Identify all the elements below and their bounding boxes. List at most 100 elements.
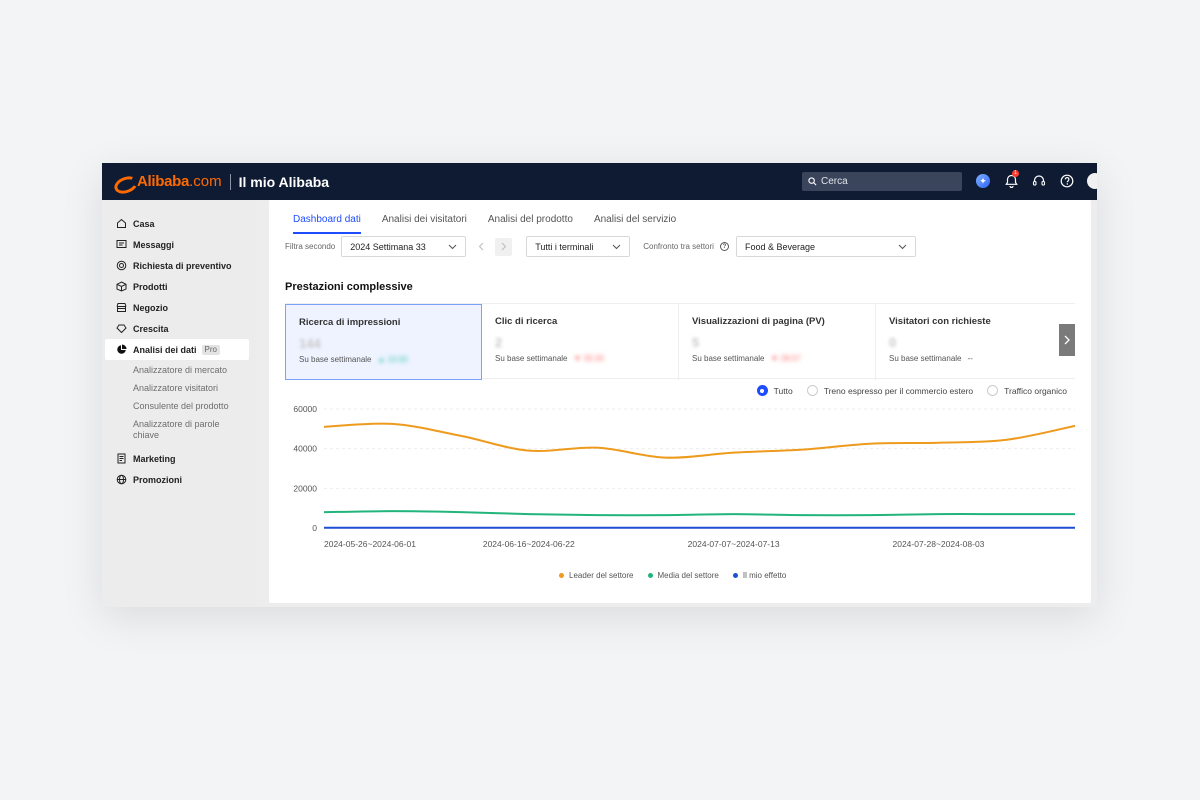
x-tick-label: 2024-07-07~2024-07-13 [688, 539, 780, 549]
app-title[interactable]: Il mio Alibaba [238, 173, 330, 190]
sidebar-subitem-parole-chiave[interactable]: Analizzatore di parole chiave [133, 419, 220, 440]
search-input[interactable] [821, 176, 951, 187]
card-value: 5 [692, 335, 700, 350]
sidebar-item-casa[interactable]: Casa [102, 213, 257, 234]
metric-card-visitatori[interactable]: Visitatori con richieste 0 Su base setti… [876, 304, 1073, 380]
alibaba-logo-icon [114, 175, 134, 189]
headset-icon [1032, 175, 1046, 186]
radio-dot[interactable] [987, 385, 999, 396]
radio-dot[interactable] [756, 385, 768, 396]
radio-treno-espresso[interactable]: Treno espresso per il commercio estero [806, 385, 974, 396]
alibaba-logo[interactable]: Alibaba .com [114, 163, 222, 200]
tab-analisi-servizio[interactable]: Analisi del servizio [593, 214, 677, 225]
metric-card-clic[interactable]: Clic di ricerca 2 Su base settimanale ▼ 3… [482, 304, 679, 380]
sidebar-subitem-consulente[interactable]: Consulente del prodotto [133, 401, 229, 411]
avatar[interactable] [1087, 173, 1097, 189]
sidebar-subitem-mercato[interactable]: Analizzatore di mercato [133, 365, 228, 375]
sidebar-item-negozio[interactable]: Negozio [102, 297, 257, 318]
sidebar-item-preventivo[interactable]: Richiesta di preventivo [102, 255, 257, 276]
box-icon [116, 281, 127, 292]
logo-divider [229, 173, 231, 190]
legend-item[interactable]: Media del settore [647, 571, 719, 580]
chevron-right-icon [1064, 335, 1070, 345]
radio-traffico-organico[interactable]: Traffico organico [987, 385, 1067, 396]
home-icon [116, 218, 127, 229]
tab-analisi-visitatori[interactable]: Analisi dei visitatori [381, 214, 467, 225]
main-panel: Dashboard dati Analisi dei visitatori An… [269, 200, 1091, 603]
sidebar-item-label: Negozio [133, 302, 168, 313]
next-week-button[interactable] [495, 237, 513, 256]
prev-week-button[interactable] [472, 238, 489, 256]
support-button[interactable] [1030, 172, 1048, 190]
chevron-down-icon [898, 244, 907, 249]
sidebar: Casa Messaggi Richiesta di preventivo Pr… [102, 200, 257, 607]
sidebar-item-promozioni[interactable]: Promozioni [102, 469, 257, 490]
terminals-select[interactable]: Tutti i terminali [526, 236, 631, 257]
legend-dot-icon [647, 573, 653, 578]
legend-dot-icon [732, 573, 738, 578]
metric-cards: Ricerca di impressioni 144 Su base setti… [285, 303, 1075, 380]
search-box[interactable] [802, 172, 962, 191]
card-delta: ▼ 28.57 [770, 354, 801, 363]
sidebar-item-crescita[interactable]: Crescita [102, 318, 257, 339]
sector-select[interactable]: Food & Beverage [735, 236, 916, 257]
card-title: Visualizzazioni di pagina (PV) [692, 316, 825, 327]
card-foot: Su base settimanale [889, 354, 962, 363]
sidebar-item-label: Messaggi [133, 239, 175, 250]
legend-label: Il mio effetto [742, 571, 787, 580]
metric-card-impressioni[interactable]: Ricerca di impressioni 144 Su base setti… [285, 304, 482, 380]
sidebar-item-label: Marketing [133, 453, 176, 464]
sidebar-item-prodotti[interactable]: Prodotti [102, 276, 257, 297]
series-line-0 [323, 422, 1076, 459]
y-tick-label: 0 [312, 523, 317, 533]
card-title: Clic di ricerca [495, 316, 558, 327]
rfq-icon [116, 260, 127, 271]
ai-assistant-button[interactable]: ✦ [974, 172, 992, 190]
tab-dashboard-dati[interactable]: Dashboard dati [293, 214, 361, 234]
chart-legend: Leader del settore Media del settore Il mi… [559, 571, 800, 580]
week-select[interactable]: 2024 Settimana 33 [341, 236, 467, 257]
card-foot: Su base settimanale [495, 354, 568, 363]
sparkle-icon: ✦ [976, 174, 990, 188]
legend-item[interactable]: Leader del settore [559, 571, 634, 580]
card-delta: ▼ 33.33 [573, 354, 604, 363]
sidebar-item-label: Analisi dei dati [133, 344, 197, 355]
store-icon [116, 302, 127, 313]
chevron-down-icon [612, 244, 621, 249]
sidebar-item-marketing[interactable]: Marketing [102, 448, 257, 469]
logo-com: .com [189, 173, 222, 190]
card-foot: Su base settimanale [299, 355, 372, 364]
app-window: Alibaba .com Il mio Alibaba ✦ 1 [102, 163, 1097, 607]
series-line-1 [323, 510, 1076, 517]
sidebar-item-analisi-dati[interactable]: Analisi dei dati Pro [105, 339, 249, 360]
notification-badge: 1 [1012, 170, 1019, 177]
x-tick-label: 2024-05-26~2024-06-01 [324, 539, 416, 549]
radio-label: Treno espresso per il commercio estero [823, 385, 974, 396]
sidebar-item-label: Casa [133, 218, 155, 229]
radio-tutto[interactable]: Tutto [756, 385, 793, 396]
top-bar: Alibaba .com Il mio Alibaba ✦ 1 [102, 163, 1097, 200]
filter-label: Filtra secondo [285, 242, 336, 251]
question-icon[interactable]: ? [719, 242, 729, 251]
card-title: Ricerca di impressioni [299, 317, 401, 328]
message-icon [116, 239, 127, 250]
sidebar-item-messaggi[interactable]: Messaggi [102, 234, 257, 255]
chevron-left-icon [478, 242, 484, 251]
notifications-button[interactable]: 1 [1002, 170, 1020, 190]
help-button[interactable] [1058, 172, 1076, 190]
performance-line-chart: 0 20000 40000 60000 2024-05-26~2024-06-01 202… [293, 404, 1076, 549]
radio-dot[interactable] [806, 385, 818, 396]
week-value: 2024 Settimana 33 [350, 241, 426, 252]
cards-next-button[interactable] [1059, 324, 1075, 356]
tab-analisi-prodotto[interactable]: Analisi del prodotto [487, 214, 573, 225]
globe-icon [116, 474, 127, 485]
legend-item[interactable]: Il mio effetto [732, 571, 787, 580]
filter-bar: Filtra secondo 2024 Settimana 33 Tutti i… [285, 236, 916, 257]
metric-card-pv[interactable]: Visualizzazioni di pagina (PV) 5 Su base… [679, 304, 876, 380]
sidebar-item-label: Richiesta di preventivo [133, 260, 232, 271]
card-delta: ▲ 10.00 [377, 355, 408, 364]
card-title: Visitatori con richieste [889, 316, 991, 327]
search-icon [808, 177, 817, 186]
x-tick-label: 2024-07-28~2024-08-03 [892, 539, 984, 549]
sidebar-subitem-visitatori[interactable]: Analizzatore visitatori [133, 383, 219, 393]
